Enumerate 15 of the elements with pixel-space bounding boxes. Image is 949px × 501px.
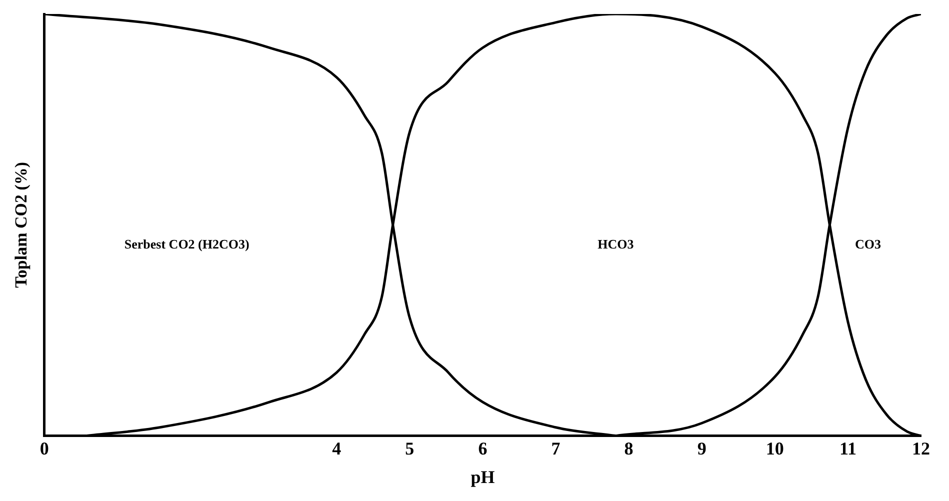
- x-tick-label: 7: [551, 438, 560, 458]
- x-axis-title: pH: [470, 466, 495, 487]
- x-tick-label: 11: [839, 438, 856, 458]
- annotation: CO3: [855, 236, 882, 252]
- x-tick-label: 8: [624, 438, 634, 458]
- x-tick-label: 10: [766, 438, 784, 458]
- x-tick-label: 12: [912, 438, 930, 458]
- y-axis-title: Toplam CO2 (%): [12, 162, 31, 288]
- x-tick-label: 6: [478, 438, 488, 458]
- x-tick-label: 0: [40, 438, 49, 458]
- x-tick-label: 4: [332, 438, 342, 458]
- x-tick-label: 9: [697, 438, 706, 458]
- annotation: HCO3: [598, 236, 634, 252]
- annotation: Serbest CO2 (H2CO3): [124, 236, 250, 252]
- x-tick-label: 5: [405, 438, 414, 458]
